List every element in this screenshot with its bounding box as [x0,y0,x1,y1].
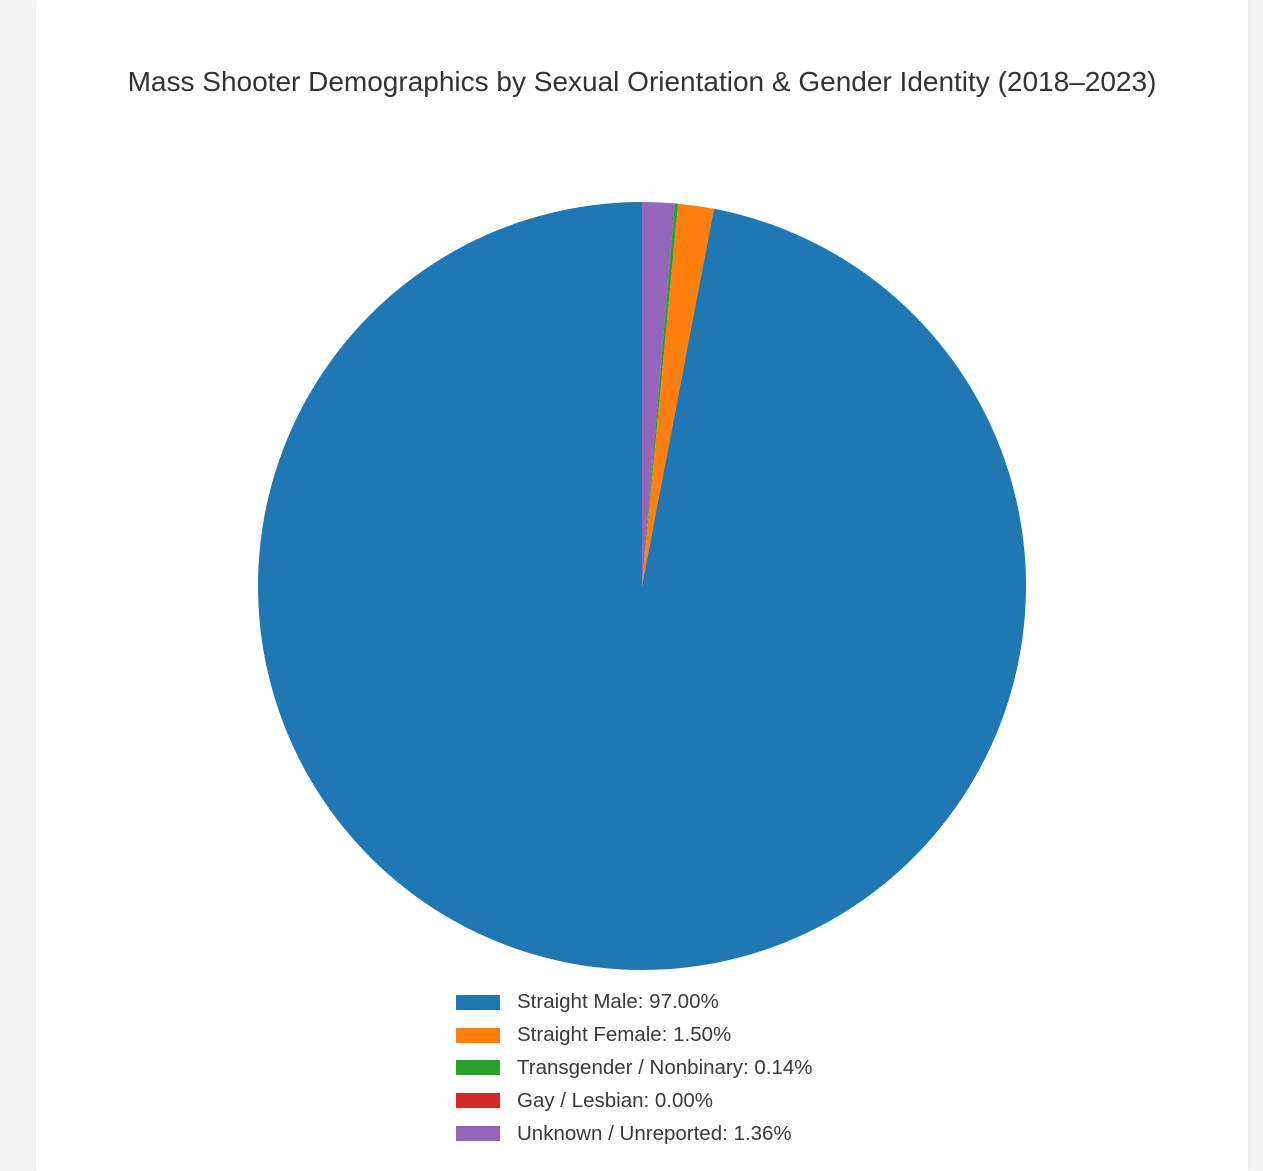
legend-swatch [456,1093,500,1109]
legend-label: Unknown / Unreported: 1.36% [517,1121,792,1145]
legend-label: Straight Male: 97.00% [517,990,719,1014]
legend-swatch [456,1060,500,1076]
chart-legend: Straight Male: 97.00% Straight Female: 1… [456,986,813,1150]
legend-swatch [456,1126,500,1142]
pie-chart [257,202,1026,971]
legend-item: Straight Male: 97.00% [456,986,813,1019]
pie-slice [642,203,714,586]
legend-label: Gay / Lesbian: 0.00% [517,1088,714,1112]
legend-item: Transgender / Nonbinary: 0.14% [456,1052,813,1085]
legend-item: Unknown / Unreported: 1.36% [456,1117,813,1150]
pie-slice [257,202,1026,971]
legend-swatch [456,1027,500,1043]
legend-label: Straight Female: 1.50% [517,1023,732,1047]
pie-slice [642,203,679,586]
chart-title: Mass Shooter Demographics by Sexual Orie… [127,66,1157,97]
legend-item: Gay / Lesbian: 0.00% [456,1084,813,1117]
legend-swatch [456,994,500,1010]
chart-card: Mass Shooter Demographics by Sexual Orie… [36,0,1248,1171]
legend-label: Transgender / Nonbinary: 0.14% [517,1055,813,1079]
pie-slice [642,202,675,586]
legend-item: Straight Female: 1.50% [456,1019,813,1052]
